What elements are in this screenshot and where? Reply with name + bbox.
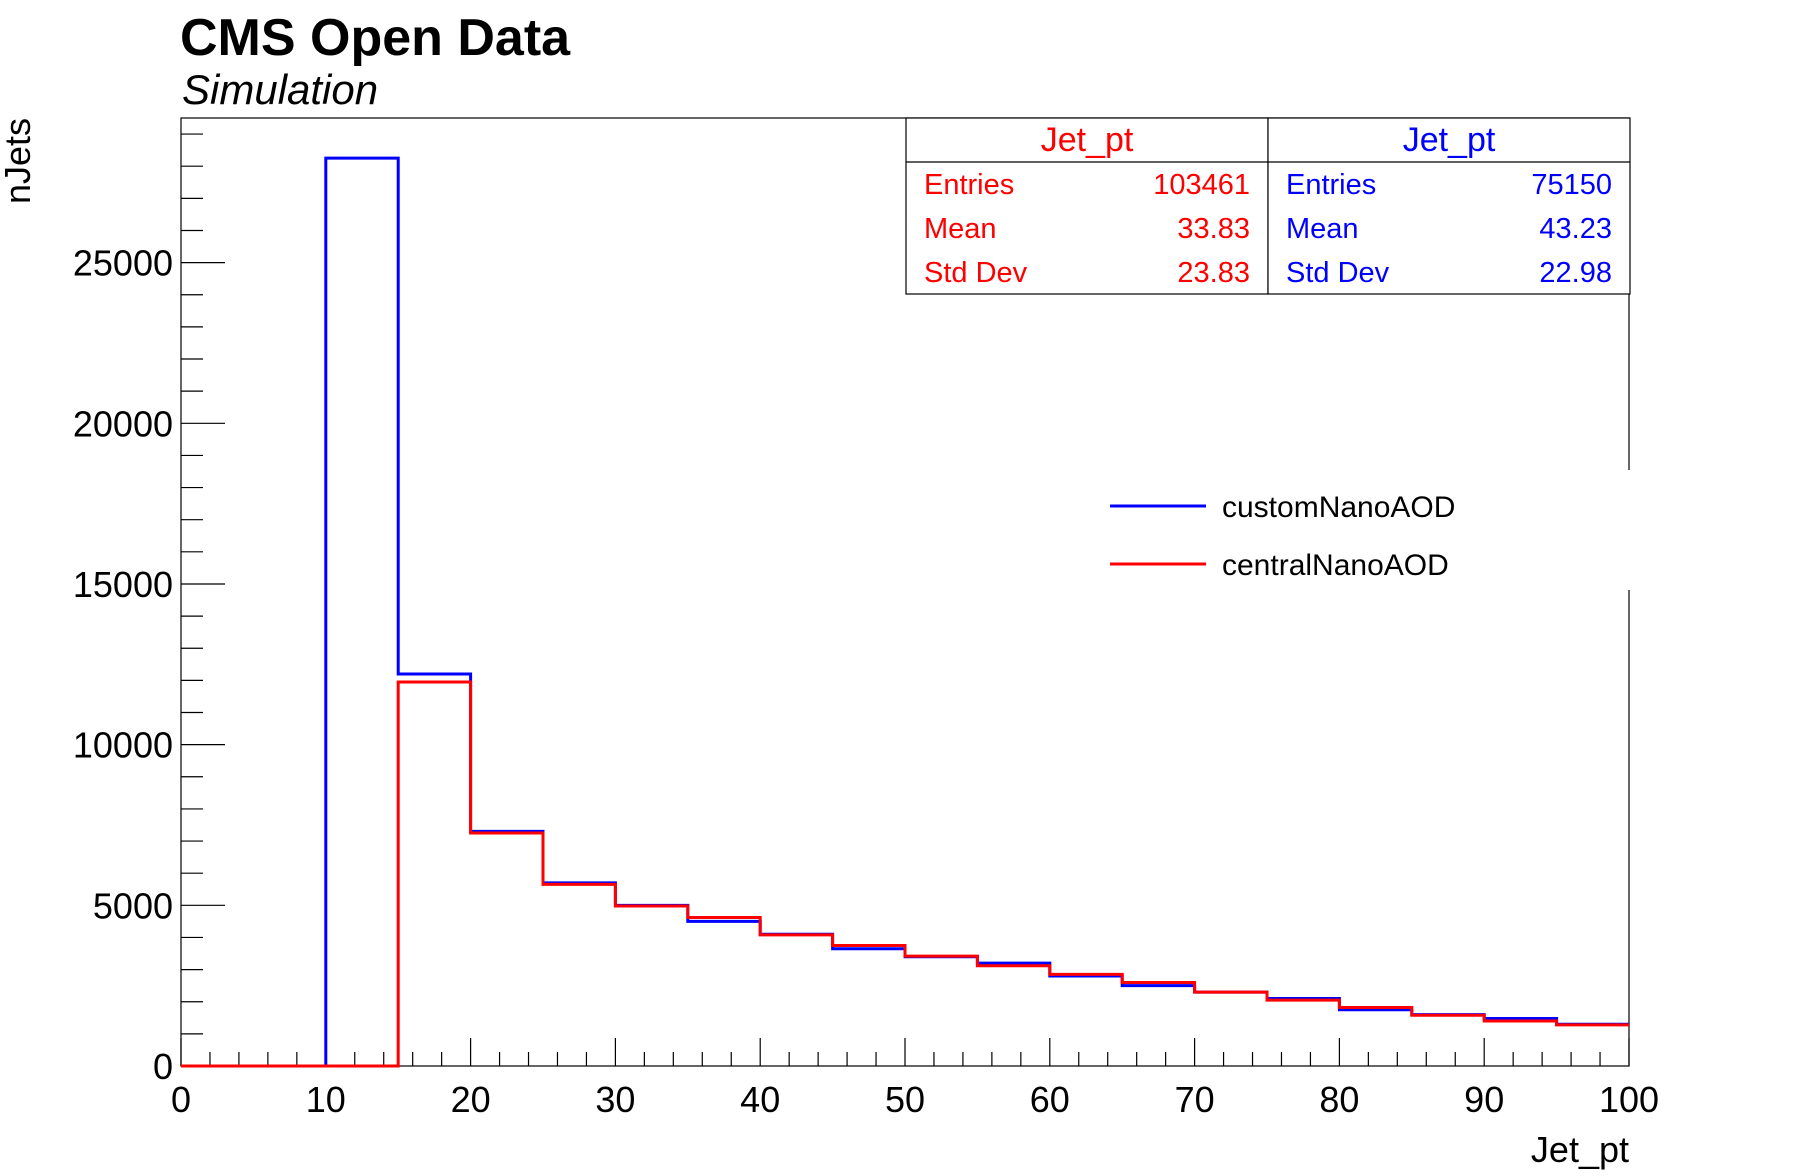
plot-title: CMS Open Data bbox=[180, 9, 571, 67]
stats-box bbox=[905, 117, 1269, 295]
x-tick-label: 50 bbox=[885, 1079, 925, 1120]
legend: customNanoAOD centralNanoAOD bbox=[1090, 470, 1630, 590]
stats-label: Entries bbox=[1286, 169, 1376, 201]
x-tick-label: 100 bbox=[1599, 1079, 1659, 1120]
legend-label-centralNanoAOD: centralNanoAOD bbox=[1222, 549, 1449, 582]
x-tick-label: 0 bbox=[171, 1079, 191, 1120]
stats-title: Jet_pt bbox=[1403, 121, 1496, 159]
stats-label: Mean bbox=[924, 213, 997, 245]
y-tick-label: 20000 bbox=[73, 403, 173, 444]
y-axis-title: nJets bbox=[0, 118, 38, 204]
series-centralNanoAOD bbox=[181, 680, 1629, 1068]
legend-label-customNanoAOD: customNanoAOD bbox=[1222, 491, 1455, 524]
stats-value: 103461 bbox=[1153, 169, 1250, 201]
x-tick-label: 40 bbox=[740, 1079, 780, 1120]
stats-label: Entries bbox=[924, 169, 1014, 201]
x-tick-label: 80 bbox=[1319, 1079, 1359, 1120]
stats-value: 22.98 bbox=[1539, 257, 1612, 289]
x-tick-label: 10 bbox=[306, 1079, 346, 1120]
legend-box bbox=[1090, 470, 1630, 590]
y-tick-label: 10000 bbox=[73, 725, 173, 766]
stats-label: Std Dev bbox=[1286, 257, 1390, 289]
plot-subtitle: Simulation bbox=[182, 66, 379, 113]
x-tick-label: 60 bbox=[1030, 1079, 1070, 1120]
y-tick-label: 15000 bbox=[73, 564, 173, 605]
y-tick-label: 0 bbox=[153, 1046, 173, 1087]
x-tick-label: 70 bbox=[1175, 1079, 1215, 1120]
stats-title: Jet_pt bbox=[1041, 121, 1134, 159]
axes: 0 10 20 30 40 50 60 70 80 90 100 0 5000 10000 15000 200… bbox=[0, 117, 1659, 1170]
x-tick-label: 90 bbox=[1464, 1079, 1504, 1120]
stats-box bbox=[1267, 117, 1631, 295]
stats-value: 33.83 bbox=[1177, 213, 1250, 245]
y-tick-label: 5000 bbox=[93, 885, 173, 926]
stats-boxes: Jet_pt Entries 103461 Mean 33.83 Std Dev 23.83… bbox=[905, 117, 1631, 295]
x-tick-label: 20 bbox=[451, 1079, 491, 1120]
stats-label: Mean bbox=[1286, 213, 1359, 245]
x-axis-title: Jet_pt bbox=[1531, 1129, 1629, 1170]
x-tick-label: 30 bbox=[595, 1079, 635, 1120]
y-tick-label: 25000 bbox=[73, 243, 173, 284]
stats-value: 43.23 bbox=[1539, 213, 1612, 245]
series-layer bbox=[181, 156, 1629, 1068]
stats-value: 23.83 bbox=[1177, 257, 1250, 289]
stats-value: 75150 bbox=[1531, 169, 1612, 201]
stats-label: Std Dev bbox=[924, 257, 1028, 289]
